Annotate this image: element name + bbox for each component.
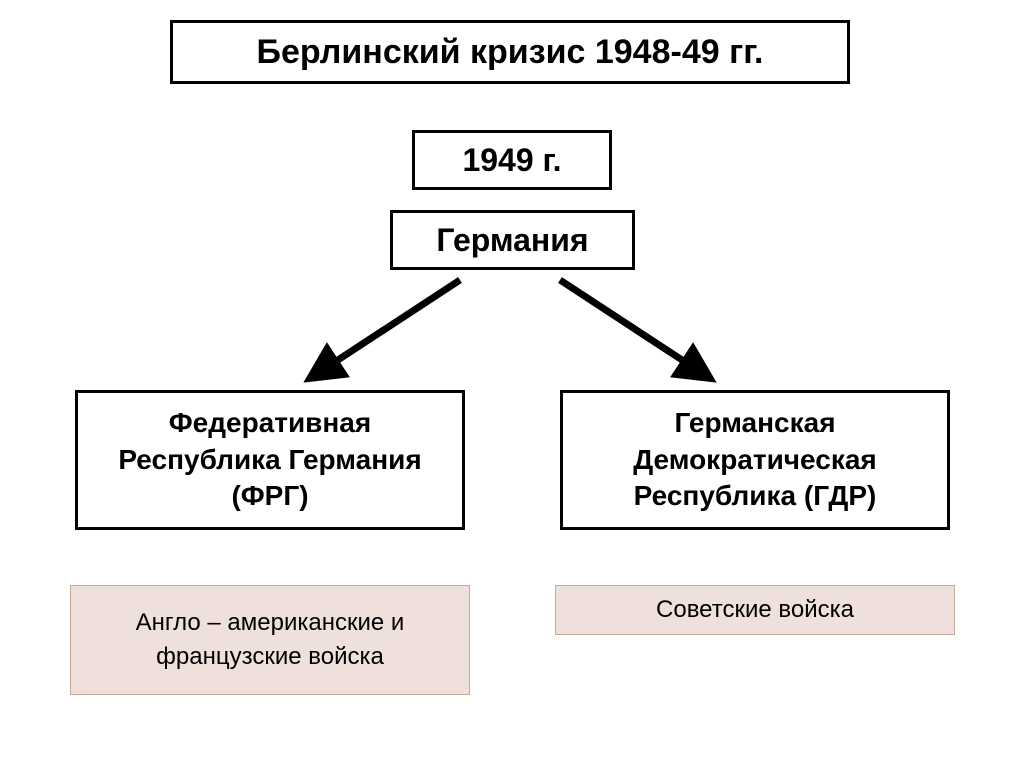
left-note-box: Англо – американские и французские войск… [70,585,470,695]
right-branch-box: Германская Демократическая Республика (Г… [560,390,950,530]
country-text: Германия [436,222,588,259]
right-note-box: Советские войска [555,585,955,635]
left-branch-text: Федеративная Республика Германия (ФРГ) [86,405,454,514]
country-box: Германия [390,210,635,270]
title-text: Берлинский кризис 1948-49 гг. [257,33,764,72]
year-text: 1949 г. [462,142,561,179]
right-note-text: Советские войска [656,596,854,624]
left-branch-box: Федеративная Республика Германия (ФРГ) [75,390,465,530]
left-note-text: Англо – американские и французские войск… [79,606,461,673]
title-box: Берлинский кризис 1948-49 гг. [170,20,850,84]
year-box: 1949 г. [412,130,612,190]
right-branch-text: Германская Демократическая Республика (Г… [571,405,939,514]
